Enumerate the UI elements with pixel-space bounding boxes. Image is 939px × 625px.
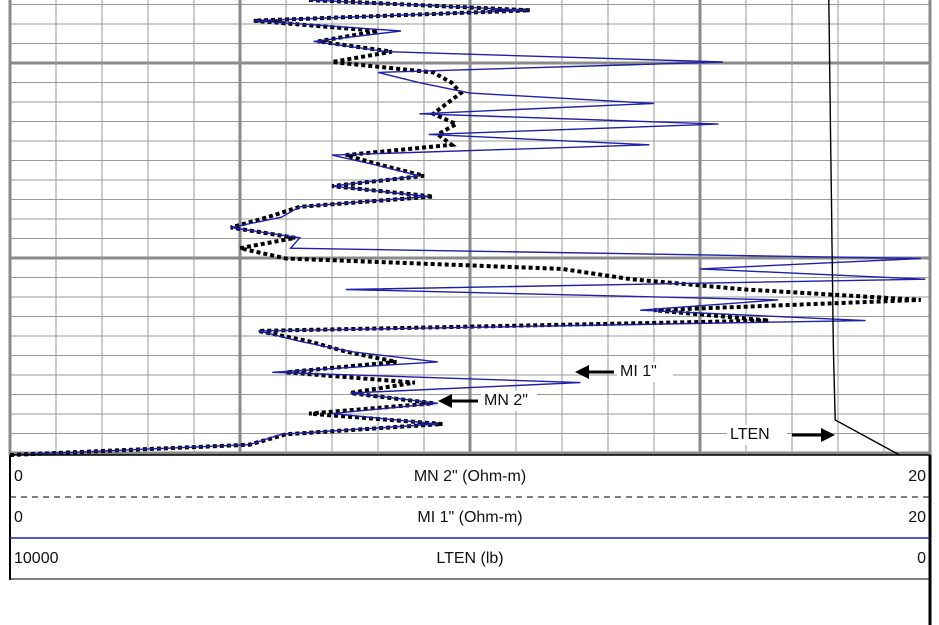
scale-left: 10000	[14, 550, 59, 567]
annotation-box	[617, 362, 673, 382]
annotation: MI 1"	[620, 363, 657, 380]
annotation: LTEN	[730, 426, 770, 443]
curve-name: MN 2" (Ohm-m)	[414, 468, 526, 485]
curve	[9, 0, 926, 456]
annotation: MN 2"	[484, 392, 528, 409]
scale-right: 20	[908, 509, 926, 526]
scale-left: 0	[14, 468, 23, 485]
annotation-arrowhead	[821, 428, 835, 442]
annotation-arrowhead	[438, 394, 452, 408]
grid	[8, 0, 932, 455]
curve	[828, 0, 900, 456]
curve-name: MI 1" (Ohm-m)	[417, 509, 522, 526]
annotation-box	[727, 425, 787, 445]
scale-right: 0	[917, 550, 926, 567]
scale-header: 0 MN 2" (Ohm-m) 20 0 MI 1" (Ohm-m) 20 10000 LTE…	[9, 455, 932, 625]
scale-left: 0	[14, 509, 23, 526]
curve-name: LTEN (lb)	[436, 550, 503, 567]
scale-right: 20	[908, 468, 926, 485]
annotation-arrowhead	[575, 365, 589, 379]
annotation-box	[481, 391, 537, 411]
curves: MI 1" MN 2" LTEN	[9, 0, 930, 457]
